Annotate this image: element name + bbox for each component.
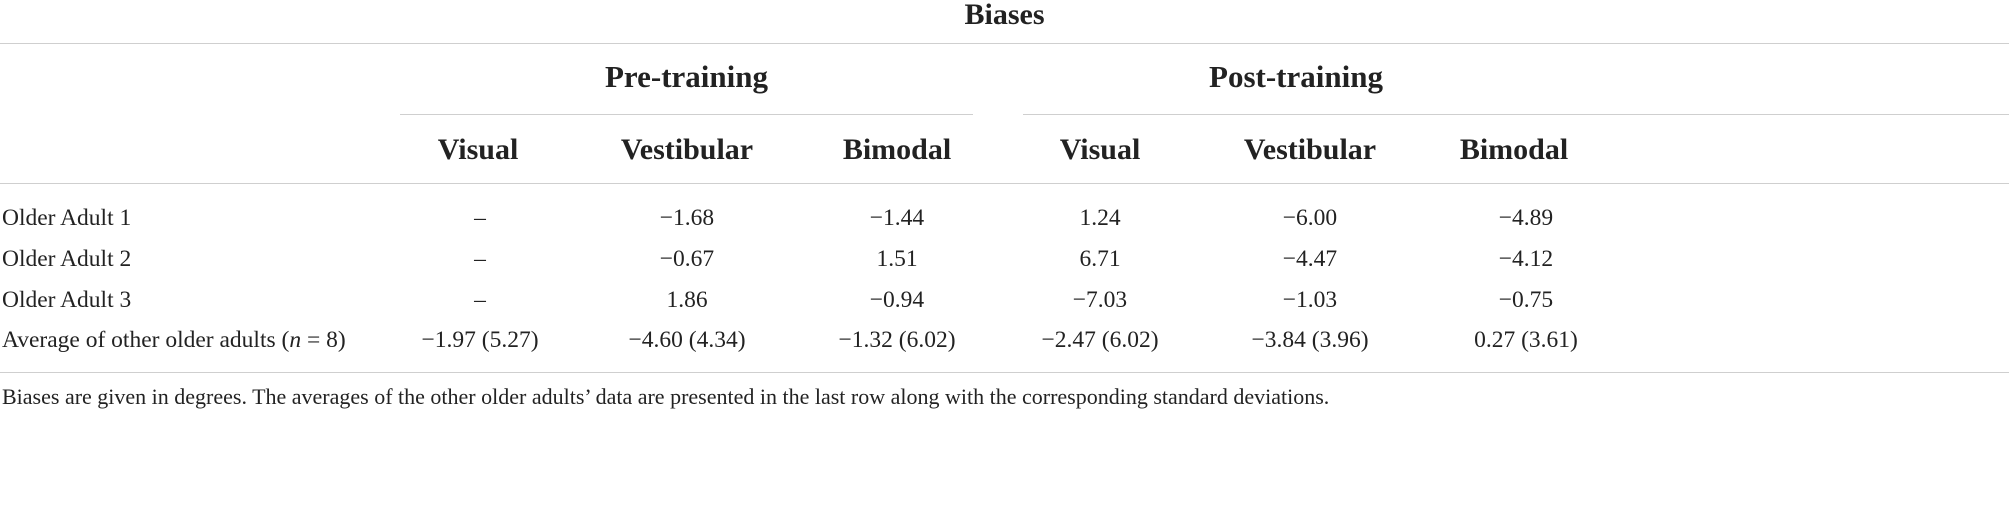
table-cell: −1.03 [1282,287,1338,313]
table-cell: −7.03 [1072,287,1128,313]
column-header-post-visual: Visual [1059,133,1141,166]
table-cell: −4.12 [1498,246,1554,272]
table-cell: −0.75 [1498,287,1554,313]
table-cell: −1.68 [659,205,715,231]
column-header-post-bimodal: Bimodal [1459,133,1569,166]
table-title: Biases [964,0,1045,31]
table-cell: −4.89 [1498,205,1554,231]
bottom-rule [0,372,2009,373]
group-header-post-training: Post-training [1209,59,1383,94]
group-header-pre-training: Pre-training [604,59,768,94]
column-header-pre-visual: Visual [437,133,519,166]
table-row: Older Adult 2 – −0.67 1.51 6.71 −4.47 −4… [0,241,2009,277]
row-label: Average of other older adults (n = 8) [2,322,346,358]
table-cell: – [474,205,486,231]
table-cell: – [474,246,486,272]
row-label: Older Adult 3 [2,287,132,313]
table-cell: 1.86 [666,287,708,313]
row-label-suffix: = 8) [301,327,346,353]
top-rule [0,43,2009,44]
post-training-rule [1023,114,2009,115]
table-cell: −0.94 [869,287,925,313]
table-cell: −1.44 [869,205,925,231]
table-row: Older Adult 1 – −1.68 −1.44 1.24 −6.00 −… [0,200,2009,236]
table-cell: 1.51 [876,246,918,272]
row-label-prefix: Average of other older adults ( [2,327,290,353]
table-row-average: Average of other older adults (n = 8) −1… [0,322,2009,358]
table-cell: – [474,287,486,313]
table-footnote: Biases are given in degrees. The average… [2,384,1330,409]
table-cell: −2.47 (6.02) [1041,327,1159,353]
table-cell: −4.60 (4.34) [628,327,746,353]
table-cell: −3.84 (3.96) [1251,327,1369,353]
table-row: Older Adult 3 – 1.86 −0.94 −7.03 −1.03 −… [0,282,2009,318]
table-cell: −1.97 (5.27) [421,327,539,353]
row-label: Older Adult 2 [2,246,132,272]
table-cell: 6.71 [1079,246,1121,272]
row-label: Older Adult 1 [2,205,132,231]
table-cell: 1.24 [1079,205,1121,231]
column-header-pre-vestibular: Vestibular [620,133,754,166]
table-cell: 0.27 (3.61) [1474,327,1578,353]
column-header-post-vestibular: Vestibular [1243,133,1377,166]
table-cell: −6.00 [1282,205,1338,231]
table-cell: −1.32 (6.02) [838,327,956,353]
header-rule [0,183,2009,184]
table-cell: −4.47 [1282,246,1338,272]
table-cell: −0.67 [659,246,715,272]
column-header-pre-bimodal: Bimodal [842,133,952,166]
row-label-variable: n [289,327,302,353]
pre-training-rule [400,114,973,115]
